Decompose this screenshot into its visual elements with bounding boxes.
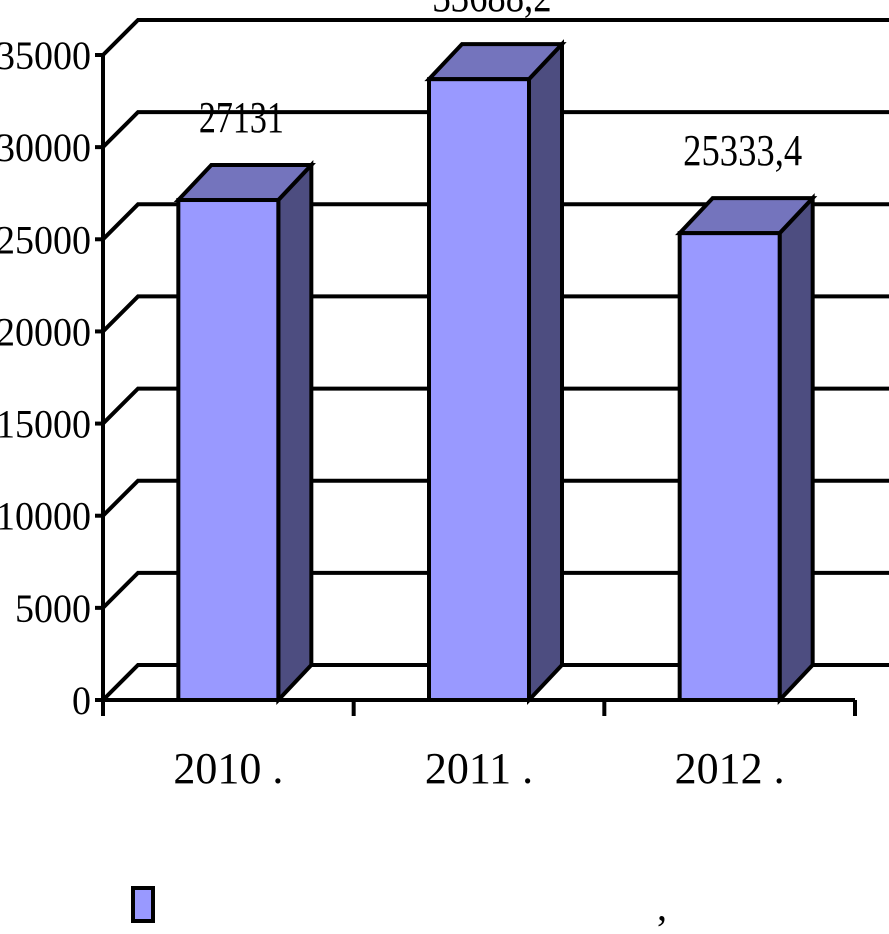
y-tick-label: 5000 (15, 586, 91, 631)
y-tick-label: 15000 (0, 402, 91, 447)
gridline (101, 478, 889, 518)
data-label: 25333,4 (683, 126, 802, 175)
y-tick-label: 25000 (0, 217, 91, 262)
gridline (101, 386, 889, 425)
gridlines (101, 18, 889, 702)
x-tick-label: 2011 . (425, 744, 533, 793)
legend-swatch (131, 886, 155, 923)
y-tick-label: 30000 (0, 125, 91, 170)
bar-side (777, 193, 815, 706)
gridline (101, 202, 889, 241)
gridline (101, 663, 889, 702)
y-tick-label: 0 (72, 678, 91, 723)
legend-label: , (657, 884, 667, 929)
x-tick-label: 2010 . (173, 744, 283, 793)
labels: 0 5000 10000 15000 20000 25000 30000 35000 27131… (0, 0, 802, 793)
data-label: 27131 (199, 93, 284, 142)
y-tick-label: 35000 (0, 33, 91, 78)
bar (173, 159, 316, 706)
gridline (101, 294, 889, 333)
data-label: 33688,2 (433, 0, 552, 21)
y-tick-label: 20000 (0, 309, 91, 354)
y-tick-label: 10000 (0, 494, 91, 539)
bar-side (276, 159, 314, 706)
bar (424, 39, 567, 706)
legend: , (131, 884, 667, 929)
gridline (101, 570, 889, 610)
bar-front (677, 231, 782, 702)
bar-side (527, 39, 564, 706)
bar-front (427, 77, 531, 702)
gridline (101, 18, 889, 57)
bar (675, 193, 818, 706)
x-tick-label: 2012 . (675, 744, 785, 793)
bar-front (176, 198, 281, 702)
bars (173, 39, 818, 706)
gridline (101, 110, 889, 149)
